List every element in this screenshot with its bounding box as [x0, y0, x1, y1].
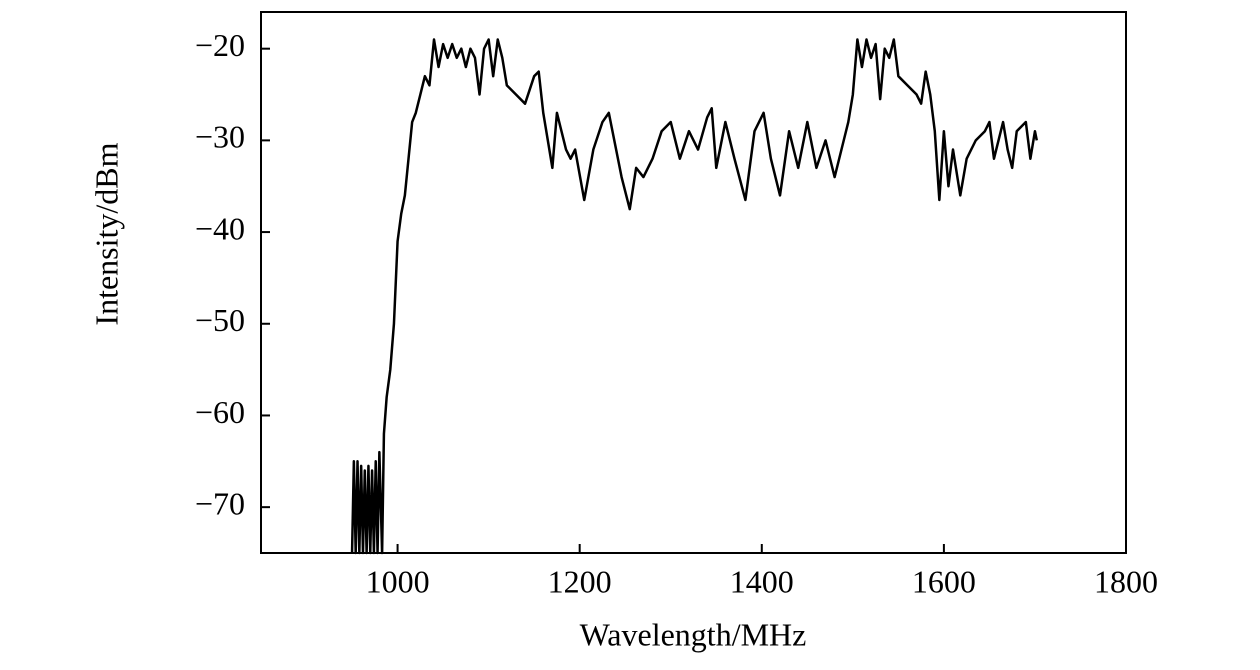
y-tick-label: −50: [195, 302, 245, 338]
y-tick-label: −70: [195, 485, 245, 521]
plot-frame: [260, 11, 1127, 554]
data-line: [350, 38, 1038, 555]
x-axis-label: Wavelength/MHz: [580, 616, 807, 652]
y-tick-label: −40: [195, 210, 245, 246]
y-tick-label: −20: [195, 27, 245, 63]
y-tick-label: −60: [195, 394, 245, 430]
y-tick-label: −30: [195, 119, 245, 155]
x-tick-label: 1800: [1094, 563, 1158, 599]
x-tick-label: 1000: [366, 563, 430, 599]
x-tick-label: 1600: [912, 563, 976, 599]
x-tick-label: 1400: [730, 563, 794, 599]
x-tick-label: 1200: [548, 563, 612, 599]
y-axis-label: Intensity/dBm: [88, 142, 124, 325]
